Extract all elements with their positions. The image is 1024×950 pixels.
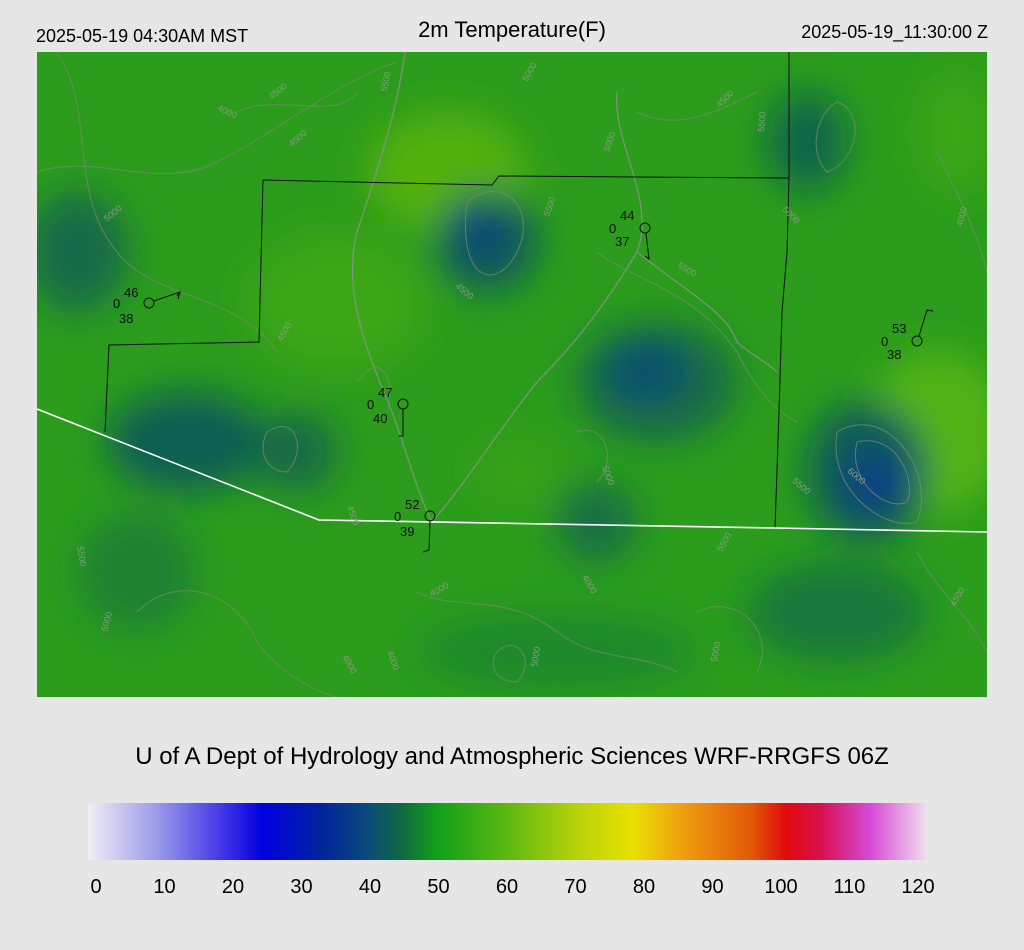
contour-label: 5500 (756, 111, 768, 132)
station-wind: 0 (113, 296, 120, 311)
colorbar-tick-label: 120 (901, 876, 935, 898)
colorbar-tick-label: 70 (564, 876, 587, 898)
colorbar-tick-label: 30 (290, 876, 313, 898)
station-dew: 40 (373, 411, 387, 426)
station-dew: 39 (400, 524, 414, 539)
station-plots: 46 0 38 44 0 37 53 0 38 47 (113, 208, 934, 553)
station-temp: 52 (405, 497, 419, 512)
contour-label: 5500 (379, 71, 392, 92)
contour-label: 5500 (75, 546, 88, 567)
state-boundary (37, 408, 987, 533)
colorbar-tick-label: 110 (833, 876, 866, 898)
station-plot: 46 0 38 (113, 285, 182, 326)
map-title: 2m Temperature(F) (418, 17, 606, 42)
temperature-colorbar (88, 803, 926, 860)
colorbar-tick-label: 100 (764, 876, 798, 898)
station-wind: 0 (881, 334, 888, 349)
contour-label: 5000 (709, 641, 722, 662)
station-plot: 53 0 38 (881, 309, 934, 362)
station-temp: 53 (892, 321, 906, 336)
colorbar-tick-label: 60 (495, 876, 519, 898)
terrain-contours (37, 52, 987, 697)
station-plot: 47 0 40 (367, 385, 409, 437)
station-temp: 46 (124, 285, 138, 300)
local-time: 2025-05-19 04:30AM MST (36, 26, 249, 46)
roads (351, 52, 778, 523)
colorbar-tick-label: 80 (632, 876, 656, 898)
station-dew: 38 (119, 311, 133, 326)
station-plot: 52 0 39 (394, 497, 436, 553)
map-field: 4000 4500 4500 5000 5500 5000 5000 4500 … (37, 52, 987, 697)
header: 2025-05-19 04:30AM MST 2m Temperature(F)… (0, 0, 1024, 52)
model-credit: U of A Dept of Hydrology and Atmospheric… (135, 743, 889, 770)
temperature-shading (37, 72, 987, 692)
station-wind: 0 (367, 397, 374, 412)
station-dew: 37 (615, 234, 629, 249)
colorbar-tick-label: 20 (221, 876, 245, 898)
utc-time: 2025-05-19_11:30:00 Z (801, 22, 988, 42)
station-wind: 0 (609, 221, 616, 236)
station-plot: 44 0 37 (609, 208, 651, 261)
station-temp: 44 (620, 208, 634, 223)
station-wind: 0 (394, 509, 401, 524)
station-temp: 47 (378, 385, 392, 400)
station-dew: 38 (887, 347, 901, 362)
colorbar-tick-label: 10 (153, 876, 176, 898)
colorbar-tick-label: 40 (358, 876, 382, 898)
temperature-map: 4000 4500 4500 5000 5500 5000 5000 4500 … (37, 52, 987, 697)
county-lines (104, 52, 790, 529)
colorbar-ticks: 0 10 20 30 40 50 60 70 80 90 100 110 120 (0, 876, 1024, 900)
colorbar-tick-label: 90 (701, 876, 724, 898)
colorbar-tick-label: 50 (427, 876, 450, 898)
contour-label: 5000 (529, 646, 542, 667)
colorbar-tick-label: 0 (90, 876, 102, 898)
